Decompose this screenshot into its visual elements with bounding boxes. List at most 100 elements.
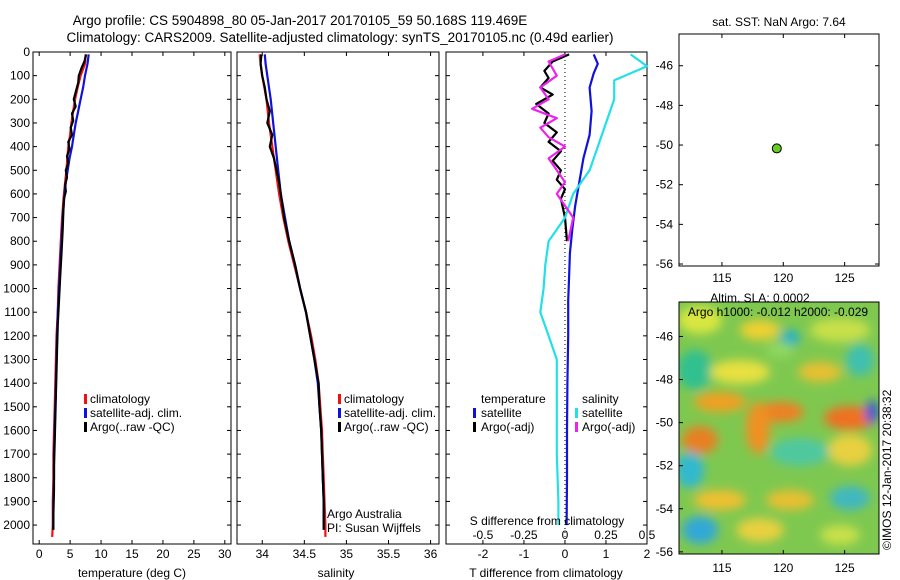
temperature-axis: 0100200300400500600700800900100011001200… (3, 45, 232, 561)
figure-title-line1: Argo profile: CS 5904898_80 05-Jan-2017 … (73, 13, 528, 28)
x-tick-label: 120 (773, 271, 793, 285)
salinity-axis: 34 34.5 35 35.5 36 (237, 51, 439, 561)
heatmap-blob (830, 486, 870, 510)
y-tick-label: 300 (10, 116, 30, 130)
y-tick-label: 700 (10, 211, 30, 225)
salinity-xlabel: salinity (318, 566, 355, 580)
legend-label-t-satellite: satellite (481, 406, 522, 420)
x-tick-label: 120 (773, 561, 793, 575)
y-tick-label: 1600 (3, 423, 30, 437)
y-tick-label: -54 (656, 217, 674, 231)
legend-swatch-argo (84, 422, 87, 432)
series-line-argo-raw-qc (259, 54, 325, 530)
series-line-temperature-satellite (565, 53, 599, 526)
y-tick-label: 500 (10, 163, 30, 177)
salinity-series (258, 54, 327, 537)
legend-label-argo: Argo(..raw -QC) (344, 420, 429, 434)
y-tick-label: 0 (23, 45, 30, 59)
x-tick-label: -1 (519, 547, 530, 561)
difference-axis: -2 -1 0 1 2 -0.5 -0.25 0 0.25 0.5 (446, 51, 656, 561)
legend-swatch-s-satellite (575, 408, 578, 418)
heatmap-blob (766, 490, 814, 510)
s-diff-tick-label: -0.25 (510, 528, 538, 542)
heatmap-blob (766, 342, 794, 358)
figure-title-line2: Climatology: CARS2009. Satellite-adjuste… (66, 30, 613, 45)
difference-xlabel: T difference from climatology (469, 566, 623, 580)
sla-title-line2: Argo h1000: -0.012 h2000: -0.029 (688, 305, 868, 319)
sla-panel-frame (678, 301, 880, 555)
difference-series (530, 53, 649, 526)
x-tick-label: 0 (562, 547, 569, 561)
y-tick-label: 900 (10, 258, 30, 272)
heatmap-blob (679, 452, 704, 488)
salinity-legend: climatology satellite-adj. clim. Argo(..… (338, 392, 436, 434)
legend-header-salinity: salinity (582, 392, 619, 406)
argo-location-marker (771, 143, 782, 154)
s-diff-tick-label: 0.5 (639, 528, 656, 542)
y-tick-label: 600 (10, 187, 30, 201)
y-tick-label: -54 (656, 502, 674, 516)
series-line-satellite-adj-clim (263, 54, 325, 530)
difference-legend: temperature salinity satellite Argo(-adj… (473, 392, 635, 434)
y-tick-label: -48 (656, 373, 674, 387)
legend-label-satellite: satellite-adj. clim. (344, 406, 436, 420)
heatmap-blob (780, 330, 800, 346)
source-annotation-line1: Argo Australia (327, 507, 402, 521)
y-tick-label: -48 (656, 98, 674, 112)
y-tick-label: 1000 (3, 282, 30, 296)
heatmap-blob (694, 490, 746, 510)
legend-swatch-satellite (84, 408, 87, 418)
series-line-salinity-satellite (539, 53, 649, 526)
heatmap-blob (682, 516, 718, 544)
heatmap-blob (679, 350, 713, 390)
y-tick-label: 1400 (3, 376, 30, 390)
heatmap-blob (846, 344, 874, 376)
heatmap-blob (710, 360, 770, 384)
legend-swatch-climatology (338, 394, 341, 404)
temperature-legend: climatology satellite-adj. clim. Argo(..… (84, 392, 182, 434)
y-tick-label: 1300 (3, 353, 30, 367)
sla-heatmap (679, 302, 879, 554)
x-tick-label: 5 (67, 547, 74, 561)
legend-label-climatology: climatology (344, 392, 404, 406)
imos-credit: ©IMOS 12-Jan-2017 20:38:32 (880, 389, 894, 550)
location-title: sat. SST: NaN Argo: 7.64 (712, 15, 846, 29)
x-tick-label: 36 (424, 547, 438, 561)
x-tick-label: 125 (835, 271, 855, 285)
y-tick-label: 1200 (3, 329, 30, 343)
heatmap-blob (679, 306, 722, 334)
x-tick-label: 15 (125, 547, 139, 561)
y-tick-label: -52 (656, 178, 674, 192)
y-tick-label: 100 (10, 69, 30, 83)
y-tick-label: 1900 (3, 494, 30, 508)
legend-swatch-s-argo (575, 422, 578, 432)
location-series (771, 143, 782, 154)
heatmap-blob (828, 434, 872, 466)
x-tick-label: 0 (36, 547, 43, 561)
legend-swatch-t-satellite (473, 408, 476, 418)
s-diff-tick-label: -0.5 (473, 528, 494, 542)
y-tick-label: 1500 (3, 400, 30, 414)
x-tick-label: 30 (218, 547, 232, 561)
heatmap-blob (770, 438, 830, 466)
x-tick-label: 35 (340, 547, 354, 561)
series-line-climatology (51, 54, 87, 537)
y-tick-label: 800 (10, 234, 30, 248)
x-tick-label: 2 (644, 547, 651, 561)
y-tick-label: -46 (656, 329, 674, 343)
y-tick-label: 2000 (3, 518, 30, 532)
y-tick-label: -52 (656, 459, 674, 473)
legend-label-argo: Argo(..raw -QC) (90, 420, 175, 434)
heatmap-blob (824, 406, 876, 430)
legend-label-satellite: satellite-adj. clim. (90, 406, 182, 420)
source-annotation-line2: PI: Susan Wijffels (327, 521, 421, 535)
x-tick-label: 35.5 (377, 547, 401, 561)
difference-top-label: S difference from climatology (470, 514, 625, 528)
legend-label-s-argo: Argo(-adj) (582, 420, 635, 434)
legend-label-t-argo: Argo(-adj) (481, 420, 534, 434)
sla-axis: 115 120 125 -46 -48 -50 -52 -54 -56 (656, 329, 855, 575)
legend-swatch-satellite (338, 408, 341, 418)
heatmap-blob (694, 392, 746, 412)
x-tick-label: 25 (187, 547, 201, 561)
x-tick-label: 1 (603, 547, 610, 561)
